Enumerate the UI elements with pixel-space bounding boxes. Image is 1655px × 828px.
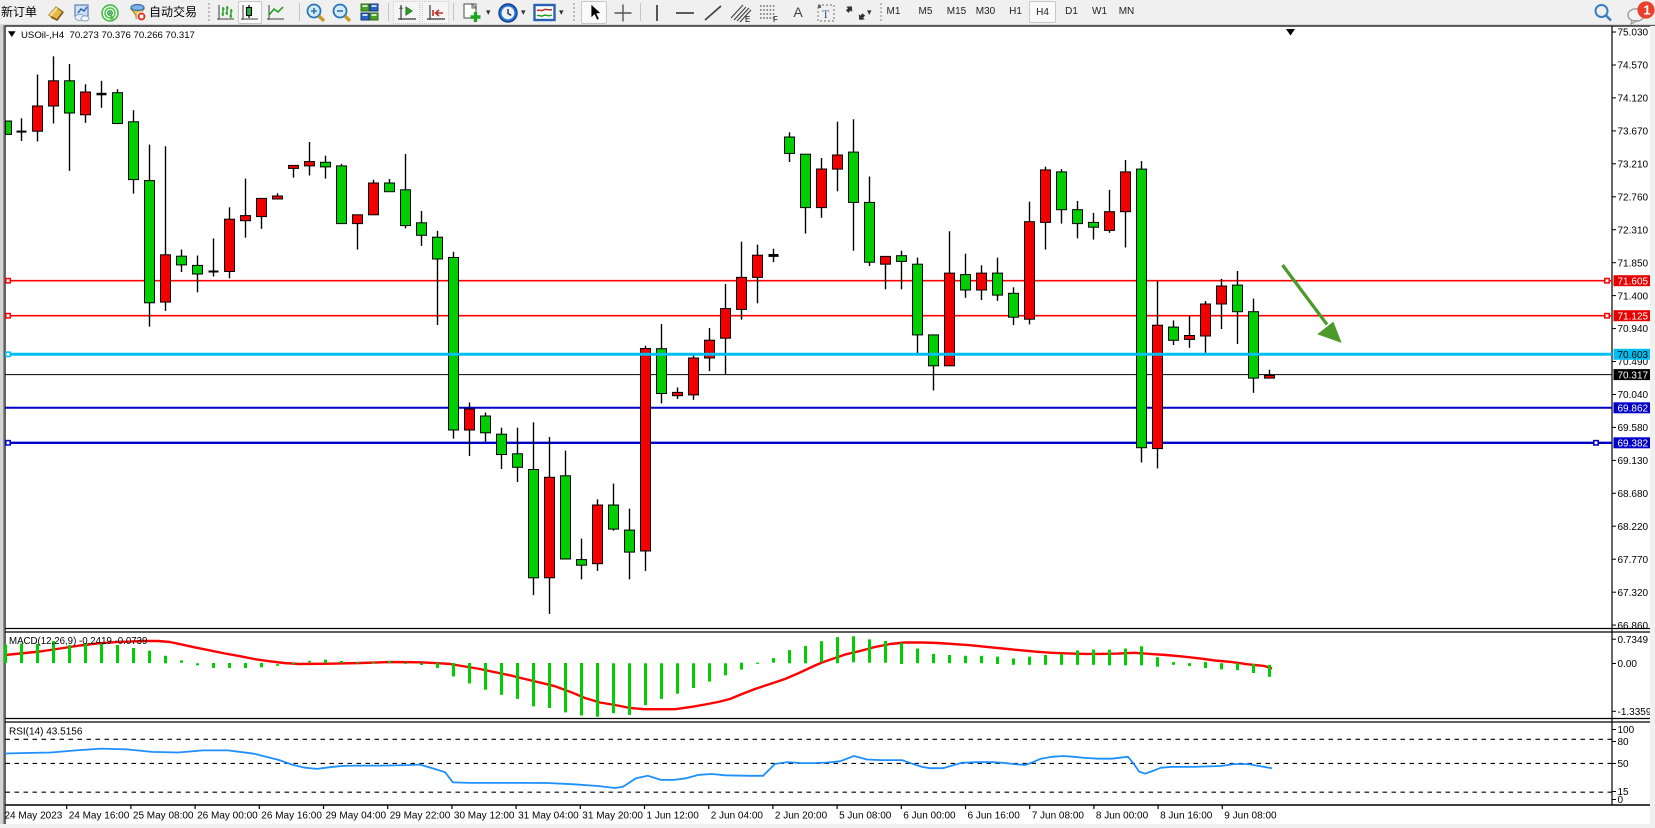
svg-text:0.7349: 0.7349 xyxy=(1618,635,1649,646)
svg-text:1 Jun 12:00: 1 Jun 12:00 xyxy=(647,811,700,822)
svg-text:50: 50 xyxy=(1618,759,1630,770)
svg-text:71.850: 71.850 xyxy=(1618,258,1649,269)
svg-text:30 May 12:00: 30 May 12:00 xyxy=(454,811,515,822)
svg-text:1: 1 xyxy=(1643,2,1650,17)
svg-text:73.210: 73.210 xyxy=(1618,160,1649,171)
svg-text:100: 100 xyxy=(1618,725,1635,736)
svg-text:7 Jun 08:00: 7 Jun 08:00 xyxy=(1032,811,1085,822)
svg-text:2 Jun 20:00: 2 Jun 20:00 xyxy=(775,811,828,822)
svg-text:24 May 16:00: 24 May 16:00 xyxy=(69,811,130,822)
svg-text:70.603: 70.603 xyxy=(1618,350,1649,361)
svg-text:5 Jun 08:00: 5 Jun 08:00 xyxy=(839,811,892,822)
svg-text:29 May 04:00: 29 May 04:00 xyxy=(326,811,387,822)
svg-text:71.125: 71.125 xyxy=(1618,311,1649,322)
svg-text:2 Jun 04:00: 2 Jun 04:00 xyxy=(711,811,764,822)
svg-text:USOil-,H4 70.273 70.376 70.26: USOil-,H4 70.273 70.376 70.266 70.317 xyxy=(21,30,195,41)
svg-text:E: E xyxy=(745,15,750,24)
svg-text:69.580: 69.580 xyxy=(1618,423,1649,434)
svg-text:25 May 08:00: 25 May 08:00 xyxy=(133,811,194,822)
svg-text:0.00: 0.00 xyxy=(1618,659,1638,670)
svg-text:-1.3359: -1.3359 xyxy=(1618,707,1652,718)
svg-text:66.860: 66.860 xyxy=(1618,621,1649,632)
svg-text:MACD(12,26,9) -0.2419 -0.0739: MACD(12,26,9) -0.2419 -0.0739 xyxy=(9,636,147,647)
svg-text:70.490: 70.490 xyxy=(1618,357,1649,368)
svg-text:70.040: 70.040 xyxy=(1618,390,1649,401)
svg-text:31 May 04:00: 31 May 04:00 xyxy=(518,811,579,822)
svg-text:69.130: 69.130 xyxy=(1618,456,1649,467)
svg-text:26 May 00:00: 26 May 00:00 xyxy=(197,811,258,822)
svg-text:71.400: 71.400 xyxy=(1618,291,1649,302)
svg-text:6 Jun 00:00: 6 Jun 00:00 xyxy=(903,811,956,822)
svg-text:75.030: 75.030 xyxy=(1618,28,1649,39)
svg-text:71.605: 71.605 xyxy=(1618,276,1649,287)
svg-text:RSI(14) 43.5156: RSI(14) 43.5156 xyxy=(9,727,83,738)
svg-text:70.317: 70.317 xyxy=(1618,370,1649,381)
svg-text:70.940: 70.940 xyxy=(1618,324,1649,335)
svg-text:29 May 22:00: 29 May 22:00 xyxy=(390,811,451,822)
svg-text:15: 15 xyxy=(1618,787,1630,798)
svg-text:6 Jun 16:00: 6 Jun 16:00 xyxy=(968,811,1021,822)
svg-text:80: 80 xyxy=(1618,737,1630,748)
svg-text:9 Jun 08:00: 9 Jun 08:00 xyxy=(1224,811,1277,822)
svg-text:72.760: 72.760 xyxy=(1618,192,1649,203)
svg-text:68.680: 68.680 xyxy=(1618,489,1649,500)
svg-text:74.570: 74.570 xyxy=(1618,61,1649,72)
svg-text:73.670: 73.670 xyxy=(1618,127,1649,138)
svg-text:T: T xyxy=(822,7,830,21)
svg-text:69.382: 69.382 xyxy=(1618,439,1649,450)
svg-text:24 May 2023: 24 May 2023 xyxy=(5,811,63,822)
svg-text:F: F xyxy=(773,15,778,24)
svg-text:67.770: 67.770 xyxy=(1618,555,1649,566)
svg-text:72.310: 72.310 xyxy=(1618,225,1649,236)
svg-text:68.220: 68.220 xyxy=(1618,522,1649,533)
svg-text:31 May 20:00: 31 May 20:00 xyxy=(582,811,643,822)
svg-text:74.120: 74.120 xyxy=(1618,94,1649,105)
svg-text:8 Jun 16:00: 8 Jun 16:00 xyxy=(1160,811,1213,822)
svg-text:69.862: 69.862 xyxy=(1618,404,1649,415)
svg-text:26 May 16:00: 26 May 16:00 xyxy=(261,811,322,822)
svg-text:8 Jun 00:00: 8 Jun 00:00 xyxy=(1096,811,1149,822)
svg-text:67.320: 67.320 xyxy=(1618,588,1649,599)
svg-text:0: 0 xyxy=(1618,795,1624,806)
